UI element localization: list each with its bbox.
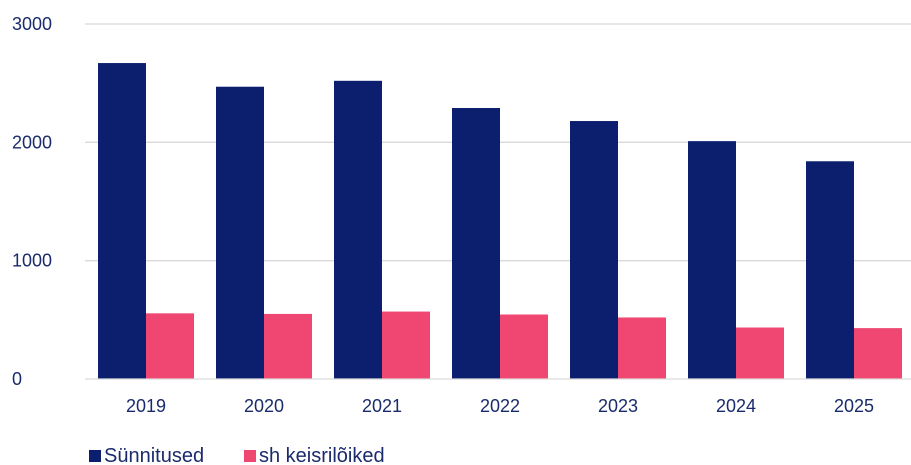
x-axis: 2019 2020 2021 2022 2023 2024 2025 bbox=[85, 378, 911, 416]
x-tick-label: 2022 bbox=[480, 396, 520, 416]
bar-keisriloiked-2021 bbox=[382, 311, 430, 379]
x-tick-label: 2025 bbox=[834, 396, 874, 416]
x-tick-label: 2024 bbox=[716, 396, 756, 416]
bar-keisriloiked-2022 bbox=[500, 314, 548, 379]
bar-keisriloiked-2025 bbox=[854, 328, 902, 379]
x-tick-label: 2019 bbox=[126, 396, 166, 416]
legend-label: Sünnitused bbox=[104, 445, 204, 465]
bar-synnitused-2019 bbox=[98, 63, 146, 380]
bar-keisriloiked-2024 bbox=[736, 327, 784, 379]
legend-swatch bbox=[89, 450, 101, 462]
bar-keisriloiked-2019 bbox=[146, 313, 194, 379]
bar-synnitused-2025 bbox=[806, 161, 854, 379]
x-tick-label: 2020 bbox=[244, 396, 284, 416]
legend: Sünnitused sh keisrilõiked bbox=[89, 445, 385, 465]
bar-keisriloiked-2023 bbox=[618, 317, 666, 379]
y-tick-label: 1000 bbox=[12, 251, 52, 271]
bar-synnitused-2023 bbox=[570, 121, 618, 380]
y-tick-label: 2000 bbox=[12, 132, 52, 152]
bar-synnitused-2020 bbox=[216, 86, 264, 379]
y-tick-label: 0 bbox=[12, 369, 22, 389]
x-tick-label: 2021 bbox=[362, 396, 402, 416]
legend-label: sh keisrilõiked bbox=[259, 445, 385, 465]
legend-swatch bbox=[244, 450, 256, 462]
bar-synnitused-2021 bbox=[334, 80, 382, 380]
y-axis: 0 1000 2000 3000 bbox=[12, 14, 52, 389]
x-tick-label: 2023 bbox=[598, 396, 638, 416]
bar-synnitused-2022 bbox=[452, 108, 500, 380]
bar-keisriloiked-2020 bbox=[264, 313, 312, 379]
y-tick-label: 3000 bbox=[12, 14, 52, 34]
bars bbox=[98, 63, 902, 380]
bar-synnitused-2024 bbox=[688, 141, 736, 379]
